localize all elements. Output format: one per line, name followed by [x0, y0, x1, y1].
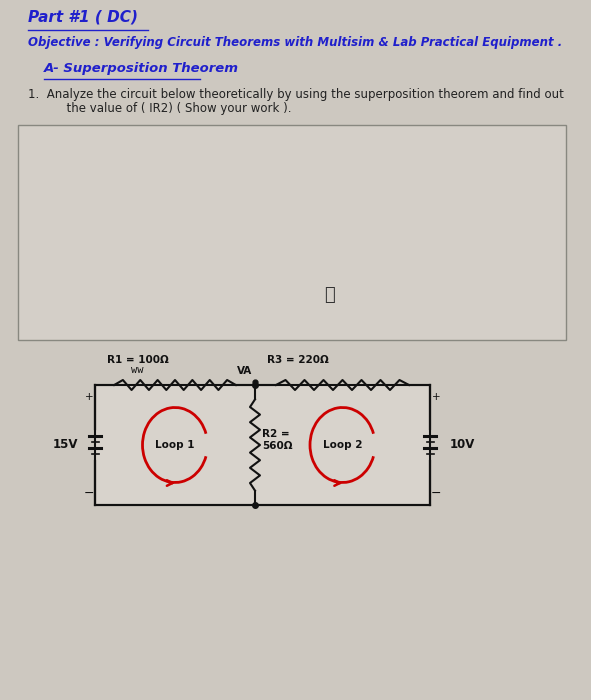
Text: A- Superposition Theorem: A- Superposition Theorem	[44, 62, 239, 75]
Text: −: −	[431, 486, 441, 500]
Text: R1 = 100Ω: R1 = 100Ω	[107, 355, 169, 365]
Text: 10V: 10V	[449, 438, 475, 452]
Text: R3 = 220Ω: R3 = 220Ω	[267, 355, 329, 365]
Text: 1.  Analyze the circuit below theoretically by using the superposition theorem a: 1. Analyze the circuit below theoretical…	[28, 88, 564, 101]
Text: −: −	[84, 486, 94, 500]
Text: +: +	[85, 392, 93, 402]
Text: ‸: ‸	[324, 286, 336, 304]
Text: R2 =
560Ω: R2 = 560Ω	[262, 429, 293, 451]
Text: ww: ww	[131, 365, 143, 375]
Text: Loop 1: Loop 1	[155, 440, 195, 450]
Text: Loop 2: Loop 2	[323, 440, 362, 450]
Text: the value of ( IR2) ( Show your work ).: the value of ( IR2) ( Show your work ).	[44, 102, 291, 115]
Text: VA: VA	[238, 366, 252, 376]
Text: Objective : Verifying Circuit Theorems with Multisim & Lab Practical Equipment .: Objective : Verifying Circuit Theorems w…	[28, 36, 562, 49]
Text: 15V: 15V	[52, 438, 78, 452]
Text: +: +	[431, 392, 440, 402]
Bar	[18, 125, 566, 340]
Text: Part #1 ( DC): Part #1 ( DC)	[28, 10, 138, 25]
Bar	[95, 385, 430, 505]
